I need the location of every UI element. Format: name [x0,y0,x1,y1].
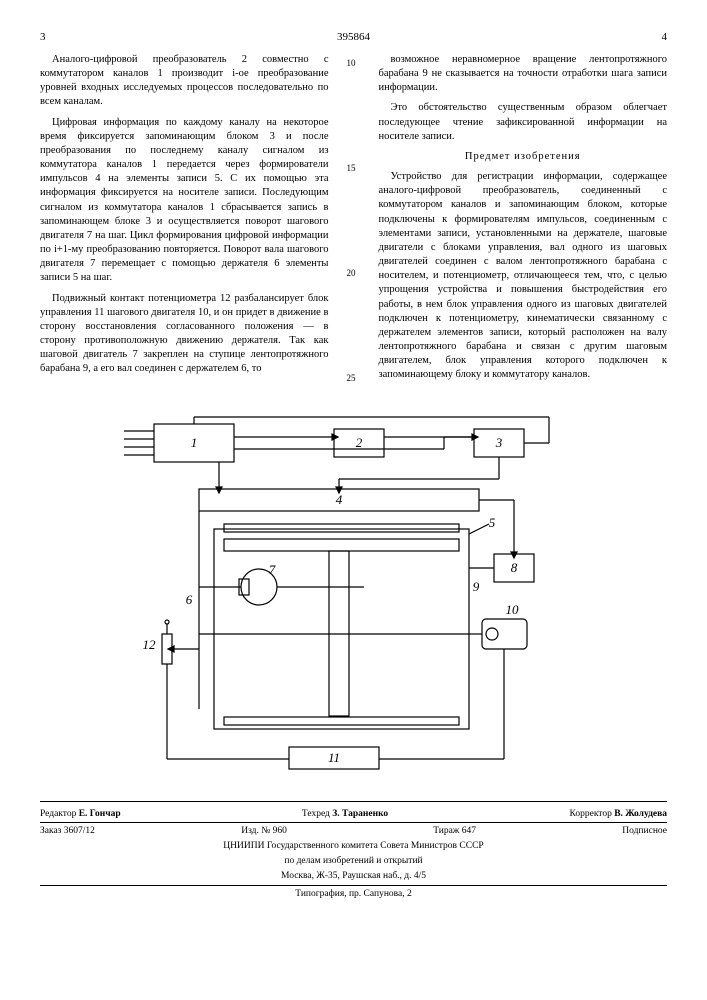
footer-org2: по делам изобретений и открытий [40,855,667,868]
para: возможное неравномерное вращение лентопр… [379,53,668,96]
linenum: 25 [347,372,361,384]
page-left: 3 [40,30,60,45]
para: Это обстоятельство существенным образом … [379,101,668,144]
box-label: 11 [327,750,339,765]
section-title: Предмет изобретения [379,150,668,164]
diagram-label: 6 [185,592,192,607]
left-column: Аналого-цифровой преобразователь 2 совме… [40,53,329,389]
diagram-label: 9 [472,579,479,594]
footer-addr: Москва, Ж-35, Раушская наб., д. 4/5 [40,870,667,883]
para: Аналого-цифровой преобразователь 2 совме… [40,53,329,110]
footer-typography: Типография, пр. Сапунова, 2 [40,888,667,901]
linenum: 20 [347,267,361,279]
box-label: 2 [355,435,362,450]
para: Подвижный контакт потенциометра 12 разба… [40,292,329,377]
box-label: 3 [494,435,502,450]
linenum: 10 [347,57,361,69]
para: Устройство для регистрации информации, с… [379,170,668,383]
page-right: 4 [647,30,667,45]
para: Цифровая информация по каждому каналу на… [40,116,329,286]
doc-number: 395864 [60,30,647,45]
linenum: 15 [347,162,361,174]
schematic-diagram: 1 2 3 4 5 6 7 8 9 10 11 12 [104,409,604,789]
box-label: 1 [190,435,197,450]
right-column: возможное неравномерное вращение лентопр… [379,53,668,389]
diagram-label: 5 [488,515,495,530]
line-numbers: 10 15 20 25 [347,53,361,389]
diagram-label: 10 [505,602,519,617]
box-label: 4 [335,492,342,507]
footer-credits: Редактор Е. Гончар Техред З. Тараненко К… [40,808,667,821]
diagram-label: 7 [268,562,275,577]
footer-org: ЦНИИПИ Государственного комитета Совета … [40,840,667,853]
box-label: 8 [510,560,517,575]
footer-order: Заказ 3607/12 Изд. № 960 Тираж 647 Подпи… [40,825,667,838]
diagram-label: 12 [142,637,156,652]
